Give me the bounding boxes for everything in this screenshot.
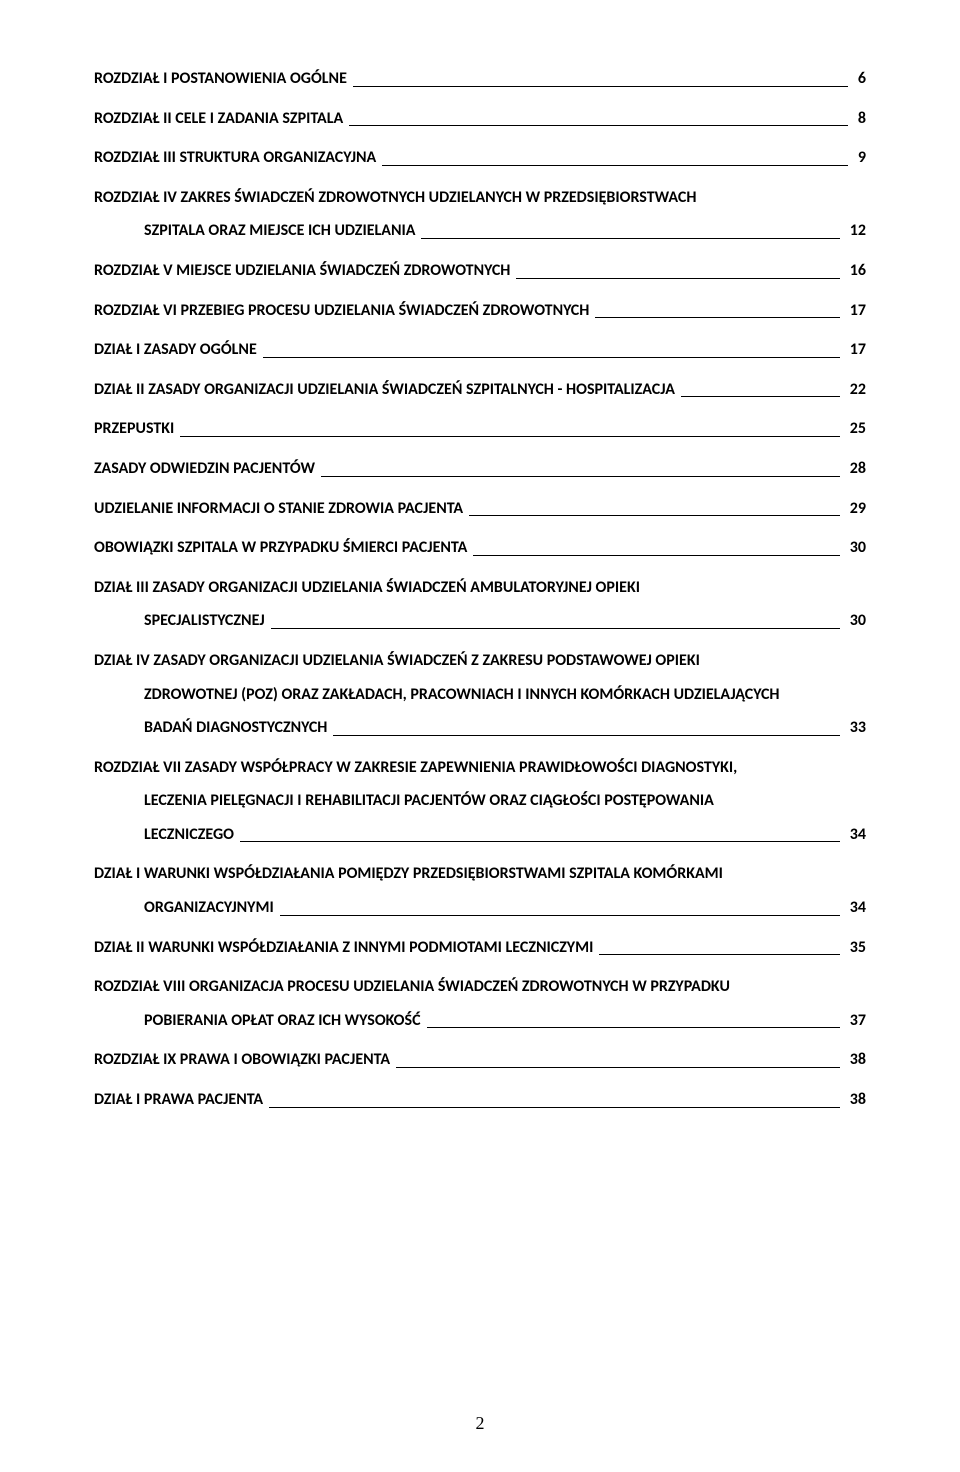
toc-entry-title: DZIAŁ II WARUNKI WSPÓŁDZIAŁANIA Z INNYMI…	[94, 937, 593, 959]
toc-leader	[349, 125, 848, 126]
toc-entry-page: 12	[846, 220, 866, 242]
toc-leader	[271, 628, 840, 629]
toc-leader	[599, 954, 839, 955]
toc-entry: DZIAŁ I PRAWA PACJENTA 38	[94, 1089, 866, 1111]
toc-leader	[516, 278, 839, 279]
toc-entry: POBIERANIA OPŁAT ORAZ ICH WYSOKOŚĆ 37	[94, 1010, 866, 1032]
toc-entry-title: ROZDZIAŁ V MIEJSCE UDZIELANIA ŚWIADCZEŃ …	[94, 260, 510, 282]
toc-entry: SPECJALISTYCZNEJ 30	[94, 610, 866, 632]
toc-entry: ROZDZIAŁ III STRUKTURA ORGANIZACYJNA 9	[94, 147, 866, 169]
toc-entry-title-cont: BADAŃ DIAGNOSTYCZNYCH	[144, 717, 327, 739]
toc-entry-title-cont: ZDROWOTNEJ (POZ) ORAZ ZAKŁADACH, PRACOWN…	[94, 684, 866, 706]
toc-entry-title: ROZDZIAŁ III STRUKTURA ORGANIZACYJNA	[94, 147, 376, 169]
toc-leader	[473, 555, 839, 556]
toc-entry-title: ROZDZIAŁ IX PRAWA I OBOWIĄZKI PACJENTA	[94, 1049, 390, 1071]
toc-leader	[263, 357, 840, 358]
toc-entry: BADAŃ DIAGNOSTYCZNYCH 33	[94, 717, 866, 739]
toc-entry-title: ROZDZIAŁ VII ZASADY WSPÓŁPRACY W ZAKRESI…	[94, 757, 866, 779]
toc-entry-page: 6	[854, 68, 866, 90]
toc-entry-title: DZIAŁ II ZASADY ORGANIZACJI UDZIELANIA Ś…	[94, 379, 675, 401]
toc-entry: ROZDZIAŁ V MIEJSCE UDZIELANIA ŚWIADCZEŃ …	[94, 260, 866, 282]
toc-leader	[321, 476, 840, 477]
toc-entry-title-cont: LECZNICZEGO	[144, 824, 234, 846]
toc-entry-page: 25	[846, 418, 866, 440]
toc-entry-title: ROZDZIAŁ II CELE I ZADANIA SZPITALA	[94, 108, 343, 130]
toc-leader	[681, 396, 840, 397]
toc-entry: UDZIELANIE INFORMACJI O STANIE ZDROWIA P…	[94, 498, 866, 520]
toc-entry: ROZDZIAŁ II CELE I ZADANIA SZPITALA 8	[94, 108, 866, 130]
toc-entry-page: 22	[846, 379, 866, 401]
toc-entry-title: DZIAŁ I PRAWA PACJENTA	[94, 1089, 263, 1111]
toc-entry-page: 30	[846, 610, 866, 632]
toc-entry-page: 30	[846, 537, 866, 559]
toc-leader	[421, 238, 839, 239]
toc-entry-title: ROZDZIAŁ IV ZAKRES ŚWIADCZEŃ ZDROWOTNYCH…	[94, 187, 866, 209]
toc-leader	[382, 165, 848, 166]
toc-entry-page: 9	[854, 147, 866, 169]
toc-entry-title-cont: SPECJALISTYCZNEJ	[144, 610, 265, 632]
table-of-contents: ROZDZIAŁ I POSTANOWIENIA OGÓLNE6ROZDZIAŁ…	[94, 68, 866, 1111]
toc-entry: ZASADY ODWIEDZIN PACJENTÓW 28	[94, 458, 866, 480]
toc-leader	[396, 1067, 840, 1068]
toc-entry-page: 38	[846, 1049, 866, 1071]
toc-entry-page: 29	[846, 498, 866, 520]
toc-entry: DZIAŁ II ZASADY ORGANIZACJI UDZIELANIA Ś…	[94, 379, 866, 401]
page-number: 2	[0, 1413, 960, 1434]
toc-entry-title: OBOWIĄZKI SZPITALA W PRZYPADKU ŚMIERCI P…	[94, 537, 467, 559]
toc-entry-title-cont: LECZENIA PIELĘGNACJI I REHABILITACJI PAC…	[94, 790, 866, 812]
toc-leader	[595, 317, 839, 318]
toc-entry-title: DZIAŁ I ZASADY OGÓLNE	[94, 339, 257, 361]
toc-entry-title: ROZDZIAŁ VIII ORGANIZACJA PROCESU UDZIEL…	[94, 976, 866, 998]
toc-entry-page: 37	[846, 1010, 866, 1032]
toc-entry: DZIAŁ II WARUNKI WSPÓŁDZIAŁANIA Z INNYMI…	[94, 937, 866, 959]
toc-entry-page: 16	[846, 260, 866, 282]
toc-entry-title: DZIAŁ III ZASADY ORGANIZACJI UDZIELANIA …	[94, 577, 866, 599]
toc-entry: OBOWIĄZKI SZPITALA W PRZYPADKU ŚMIERCI P…	[94, 537, 866, 559]
toc-entry-title-cont: SZPITALA ORAZ MIEJSCE ICH UDZIELANIA	[144, 220, 415, 242]
toc-entry: ORGANIZACYJNYMI 34	[94, 897, 866, 919]
toc-entry-page: 34	[846, 824, 866, 846]
toc-entry: PRZEPUSTKI 25	[94, 418, 866, 440]
toc-entry: ROZDZIAŁ I POSTANOWIENIA OGÓLNE 6	[94, 68, 866, 90]
toc-entry: LECZNICZEGO 34	[94, 824, 866, 846]
toc-leader	[280, 915, 840, 916]
toc-entry-page: 33	[846, 717, 866, 739]
toc-entry-page: 17	[846, 300, 866, 322]
toc-entry-page: 35	[846, 937, 866, 959]
toc-leader	[427, 1027, 840, 1028]
toc-entry-title: PRZEPUSTKI	[94, 418, 174, 440]
toc-entry-title-cont: ORGANIZACYJNYMI	[144, 897, 274, 919]
toc-leader	[269, 1107, 840, 1108]
toc-entry-title: DZIAŁ I WARUNKI WSPÓŁDZIAŁANIA POMIĘDZY …	[94, 863, 866, 885]
toc-entry-title: ROZDZIAŁ I POSTANOWIENIA OGÓLNE	[94, 68, 347, 90]
toc-entry-title: ROZDZIAŁ VI PRZEBIEG PROCESU UDZIELANIA …	[94, 300, 589, 322]
toc-entry: ROZDZIAŁ IX PRAWA I OBOWIĄZKI PACJENTA 38	[94, 1049, 866, 1071]
toc-entry-title: UDZIELANIE INFORMACJI O STANIE ZDROWIA P…	[94, 498, 463, 520]
toc-leader	[180, 436, 840, 437]
toc-entry-page: 17	[846, 339, 866, 361]
toc-entry: SZPITALA ORAZ MIEJSCE ICH UDZIELANIA 12	[94, 220, 866, 242]
toc-leader	[240, 841, 840, 842]
toc-entry-page: 34	[846, 897, 866, 919]
toc-entry-page: 8	[854, 108, 866, 130]
toc-entry: ROZDZIAŁ VI PRZEBIEG PROCESU UDZIELANIA …	[94, 300, 866, 322]
toc-entry-title: DZIAŁ IV ZASADY ORGANIZACJI UDZIELANIA Ś…	[94, 650, 866, 672]
toc-entry: DZIAŁ I ZASADY OGÓLNE 17	[94, 339, 866, 361]
toc-entry-page: 38	[846, 1089, 866, 1111]
toc-leader	[353, 86, 848, 87]
toc-entry-title: ZASADY ODWIEDZIN PACJENTÓW	[94, 458, 315, 480]
toc-leader	[469, 515, 840, 516]
toc-entry-title-cont: POBIERANIA OPŁAT ORAZ ICH WYSOKOŚĆ	[144, 1010, 421, 1032]
toc-leader	[333, 735, 839, 736]
toc-entry-page: 28	[846, 458, 866, 480]
